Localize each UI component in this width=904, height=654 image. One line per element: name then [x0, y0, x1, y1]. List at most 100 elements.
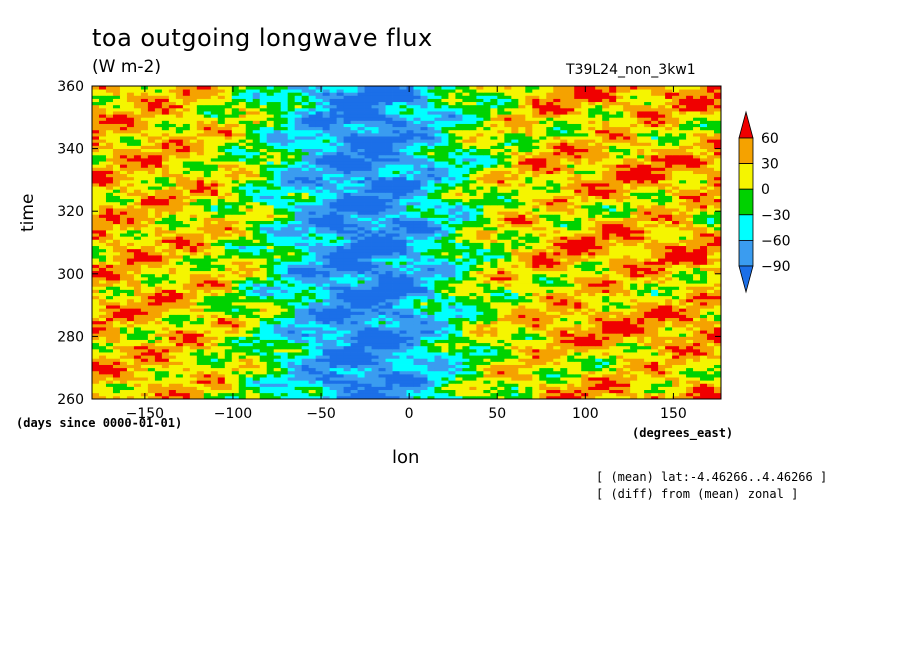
field-cell: [665, 386, 673, 391]
field-cell: [672, 386, 680, 391]
field-cell: [385, 314, 393, 319]
field-cell: [196, 267, 205, 272]
field-cell: [497, 364, 505, 369]
field-cell: [658, 314, 666, 319]
field-cell: [693, 370, 701, 375]
field-cell: [217, 317, 226, 322]
field-cell: [329, 317, 338, 322]
field-cell: [504, 298, 512, 303]
field-cell: [210, 314, 219, 319]
field-cell: [518, 229, 526, 234]
field-cell: [92, 373, 100, 378]
field-cell: [469, 264, 477, 268]
field-cell: [476, 339, 484, 344]
field-cell: [616, 301, 624, 306]
field-cell: [609, 229, 617, 234]
field-cell: [168, 336, 177, 340]
field-cell: [357, 236, 365, 240]
field-cell: [210, 239, 219, 243]
field-cell: [238, 226, 247, 231]
field-cell: [539, 361, 547, 365]
field-cell: [98, 352, 107, 356]
field-cell: [357, 258, 365, 262]
field-cell: [581, 339, 589, 344]
field-cell: [448, 361, 456, 365]
field-cell: [560, 380, 568, 384]
field-cell: [126, 308, 135, 312]
field-cell: [504, 330, 512, 334]
field-cell: [434, 286, 442, 290]
field-cell: [315, 261, 324, 265]
field-cell: [700, 345, 708, 350]
field-cell: [483, 267, 491, 272]
field-cell: [182, 342, 191, 347]
field-cell: [294, 320, 303, 325]
field-cell: [490, 236, 498, 240]
field-cell: [700, 361, 708, 365]
field-cell: [644, 339, 652, 344]
field-cell: [595, 308, 603, 312]
field-cell: [658, 255, 666, 259]
field-cell: [420, 323, 428, 328]
field-cell: [378, 383, 386, 387]
field-cell: [259, 336, 268, 340]
field-cell: [455, 373, 463, 378]
field-cell: [427, 236, 435, 240]
field-cell: [259, 383, 268, 387]
field-cell: [119, 320, 128, 325]
field-cell: [574, 364, 582, 369]
field-cell: [595, 392, 603, 397]
field-cell: [413, 367, 421, 372]
field-cell: [252, 358, 261, 362]
field-cell: [126, 226, 135, 231]
field-cell: [217, 255, 226, 259]
field-cell: [399, 355, 407, 359]
field-cell: [595, 226, 603, 231]
field-cell: [392, 389, 400, 394]
field-cell: [154, 251, 163, 256]
field-cell: [714, 280, 722, 284]
field-cell: [504, 339, 512, 344]
field-cell: [427, 392, 435, 397]
field-cell: [560, 236, 568, 240]
field-cell: [574, 352, 582, 356]
field-cell: [441, 264, 449, 268]
field-cell: [616, 255, 624, 259]
field-cell: [280, 311, 289, 315]
field-cell: [287, 261, 296, 265]
field-cell: [630, 236, 638, 240]
field-cell: [616, 311, 624, 315]
field-cell: [560, 333, 568, 337]
field-cell: [378, 355, 386, 359]
field-cell: [497, 342, 505, 347]
field-cell: [483, 308, 491, 312]
field-cell: [308, 280, 317, 284]
field-cell: [294, 276, 303, 281]
field-cell: [147, 283, 156, 287]
field-cell: [308, 239, 317, 243]
field-cell: [623, 292, 631, 297]
field-cell: [476, 336, 484, 340]
field-cell: [371, 317, 379, 322]
field-cell: [245, 327, 254, 331]
field-cell: [518, 386, 526, 391]
field-cell: [441, 276, 449, 281]
field-cell: [287, 327, 296, 331]
field-cell: [462, 345, 470, 350]
field-cell: [308, 370, 317, 375]
field-cell: [497, 267, 505, 272]
field-cell: [469, 229, 477, 234]
field-cell: [336, 314, 344, 319]
field-cell: [175, 377, 184, 381]
field-cell: [679, 380, 687, 384]
field-cell: [224, 236, 233, 240]
field-cell: [126, 295, 135, 300]
field-cell: [92, 308, 100, 312]
field-cell: [301, 251, 310, 256]
field-cell: [154, 311, 163, 315]
field-cell: [294, 255, 303, 259]
field-cell: [357, 242, 365, 247]
field-cell: [532, 286, 540, 290]
field-cell: [602, 264, 610, 268]
field-cell: [343, 301, 351, 306]
